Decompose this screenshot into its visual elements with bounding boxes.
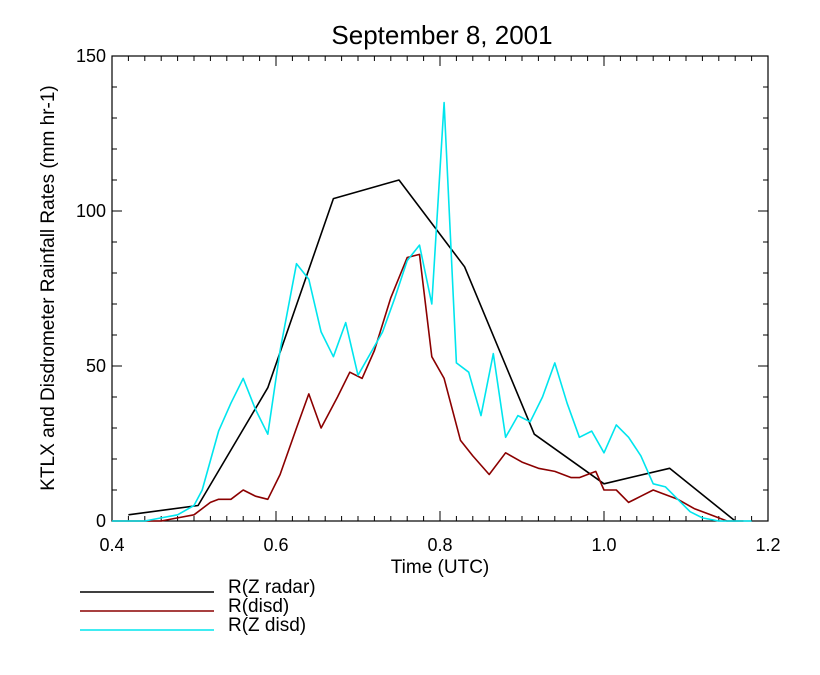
chart-title: September 8, 2001 (331, 20, 552, 50)
legend: R(Z radar)R(disd)R(Z disd) (80, 577, 316, 636)
series-line-r-z-disd (112, 101, 752, 522)
y-tick-label: 150 (76, 46, 106, 66)
x-tick-label: 0.4 (99, 535, 124, 555)
y-tick-label: 0 (96, 511, 106, 531)
series-line-r-z-radar (128, 179, 736, 522)
legend-label-r-disd: R(disd) (228, 596, 289, 617)
x-axis-label: Time (UTC) (391, 557, 490, 578)
y-axis-label: KTLX and Disdrometer Rainfall Rates (mm … (38, 85, 59, 490)
y-tick-label: 50 (86, 356, 106, 376)
y-tick-label: 100 (76, 201, 106, 221)
series-line-r-disd (112, 253, 744, 522)
x-tick-label: 0.6 (263, 535, 288, 555)
legend-label-r-z-radar: R(Z radar) (228, 577, 316, 598)
axis-ticks: 0.4 0.6 0.8 1.0 1.2 0 50 100 150 (76, 46, 781, 555)
plot-frame (111, 55, 769, 522)
x-tick-label: 0.8 (427, 535, 452, 555)
x-tick-label: 1.2 (755, 535, 780, 555)
x-tick-label: 1.0 (591, 535, 616, 555)
series-lines (112, 101, 752, 522)
legend-label-r-z-disd: R(Z disd) (228, 615, 306, 636)
